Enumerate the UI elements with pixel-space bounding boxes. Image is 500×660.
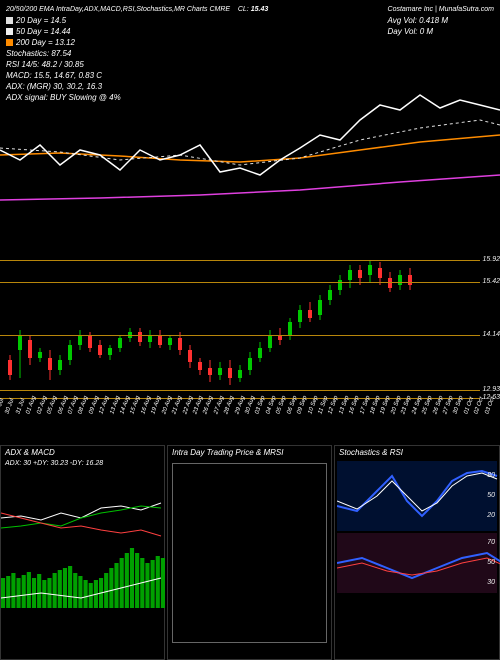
candle [38, 352, 42, 358]
candle [148, 335, 152, 342]
header-line-text: ADX: (MGR) 30, 30.2, 16.3 [6, 82, 102, 91]
rsi-ytick: 30 [487, 579, 495, 586]
dayvol-value: 0 M [420, 27, 433, 36]
legend-swatch [6, 39, 13, 46]
header-line: ADX: (MGR) 30, 30.2, 16.3 [6, 81, 354, 92]
candle [88, 335, 92, 348]
close-label: CL: [238, 6, 249, 13]
adx-info: ADX: 30 +DY: 30.23 -DY: 16.28 [1, 459, 164, 468]
header-line: Stochastics: 87.54 [6, 48, 354, 59]
line-price [0, 95, 500, 175]
intraday-title: Intra Day Trading Price & MRSI [168, 446, 331, 459]
candle [188, 350, 192, 362]
candle [208, 368, 212, 375]
candle [368, 265, 372, 275]
candle [328, 290, 332, 300]
dayvol-label: Day Vol: [388, 27, 418, 36]
stoch-ytick: 20 [487, 512, 495, 519]
header-line: MACD: 15.5, 14.67, 0.83 C [6, 70, 354, 81]
intraday-empty-box [172, 463, 327, 643]
close-value: 15.43 [251, 6, 269, 13]
price-level-label: 15.42 [482, 278, 500, 285]
candle [408, 275, 412, 285]
header-line: 50 Day = 14.44 [6, 26, 354, 37]
candle [258, 348, 262, 358]
header-left: 20/50/200 EMA IntraDay,ADX,MACD,RSI,Stoc… [0, 0, 360, 107]
candle [198, 362, 202, 370]
candle [18, 335, 22, 350]
header-line: RSI 14/5: 48.2 / 30.85 [6, 59, 354, 70]
candle [248, 358, 252, 370]
candle [28, 340, 32, 358]
price-level-label: 12.93 [482, 386, 500, 393]
candle [228, 368, 232, 378]
price-level-line [0, 282, 480, 283]
header-line: ADX signal: BUY Slowing @ 4% [6, 92, 354, 103]
avgvol-label: Avg Vol: [388, 16, 417, 25]
x-tick-label: 03 Oct [484, 396, 496, 415]
header-line: 20 Day = 14.5 [6, 15, 354, 26]
header-line-text: Stochastics: 87.54 [6, 49, 71, 58]
stoch-ytick: 50 [487, 492, 495, 499]
candle [48, 358, 52, 370]
candle [358, 270, 362, 278]
candle [168, 338, 172, 345]
price-level-label: 14.14 [482, 331, 500, 338]
stoch-title: Stochastics & RSI [335, 446, 499, 459]
header-line-text: 20 Day = 14.5 [16, 16, 66, 25]
candle [138, 332, 142, 342]
header-line-text: ADX signal: BUY Slowing @ 4% [6, 93, 121, 102]
candle [388, 278, 392, 288]
line-ma20-dash [0, 120, 500, 165]
chart-root: 20/50/200 EMA IntraDay,ADX,MACD,RSI,Stoc… [0, 0, 500, 660]
candle [68, 345, 72, 360]
price-level-line [0, 335, 480, 336]
header-line-text: MACD: 15.5, 14.67, 0.83 C [6, 71, 102, 80]
intraday-panel[interactable]: Intra Day Trading Price & MRSI [167, 445, 332, 660]
price-level-label: 15.92 [482, 256, 500, 263]
candle [108, 348, 112, 355]
candle [268, 335, 272, 348]
candle [348, 270, 352, 280]
candle [158, 335, 162, 345]
company-name: Costamare Inc | MunafaSutra.com [388, 6, 494, 13]
line-ma200 [0, 175, 500, 200]
avgvol-value: 0.418 M [419, 16, 448, 25]
rsi-ytick: 50 [487, 559, 495, 566]
candle [78, 335, 82, 345]
header-line-text: 200 Day = 13.12 [16, 38, 75, 47]
header-line-text: 50 Day = 14.44 [16, 27, 70, 36]
candlestick-chart[interactable]: 15.9215.4214.1412.9312.6329 Jul30 Jul31 … [0, 240, 500, 415]
legend-swatch [6, 17, 13, 24]
adx-macd-panel[interactable]: ADX & MACDADX: 30 +DY: 30.23 -DY: 16.28 [0, 445, 165, 660]
candle [238, 370, 242, 378]
candle [288, 322, 292, 335]
price-level-line [0, 260, 480, 261]
adx-title: ADX & MACD [1, 446, 164, 459]
candle [298, 310, 302, 322]
stoch-ytick: 80 [487, 472, 495, 479]
candle [178, 338, 182, 350]
candle [318, 300, 322, 315]
candle [58, 360, 62, 370]
header-line: 200 Day = 13.12 [6, 37, 354, 48]
stoch-rsi-panel[interactable]: Stochastics & RSI 80 50 20 70 50 30 [334, 445, 500, 660]
candle [98, 345, 102, 355]
candle [218, 368, 222, 375]
x-axis: 29 Jul30 Jul31 Jul01 Aug02 Aug05 Aug06 A… [0, 395, 500, 415]
legend-swatch [6, 28, 13, 35]
rsi-ytick: 70 [487, 539, 495, 546]
candle [8, 360, 12, 375]
header-right: Costamare Inc | MunafaSutra.com Avg Vol:… [388, 4, 494, 37]
chart-title: 20/50/200 EMA IntraDay,ADX,MACD,RSI,Stoc… [6, 6, 230, 13]
line-ma50 [0, 135, 500, 162]
candle [308, 310, 312, 318]
candle [118, 338, 122, 348]
candle [398, 275, 402, 285]
price-level-line [0, 390, 480, 391]
header-line-text: RSI 14/5: 48.2 / 30.85 [6, 60, 84, 69]
candle [378, 268, 382, 278]
